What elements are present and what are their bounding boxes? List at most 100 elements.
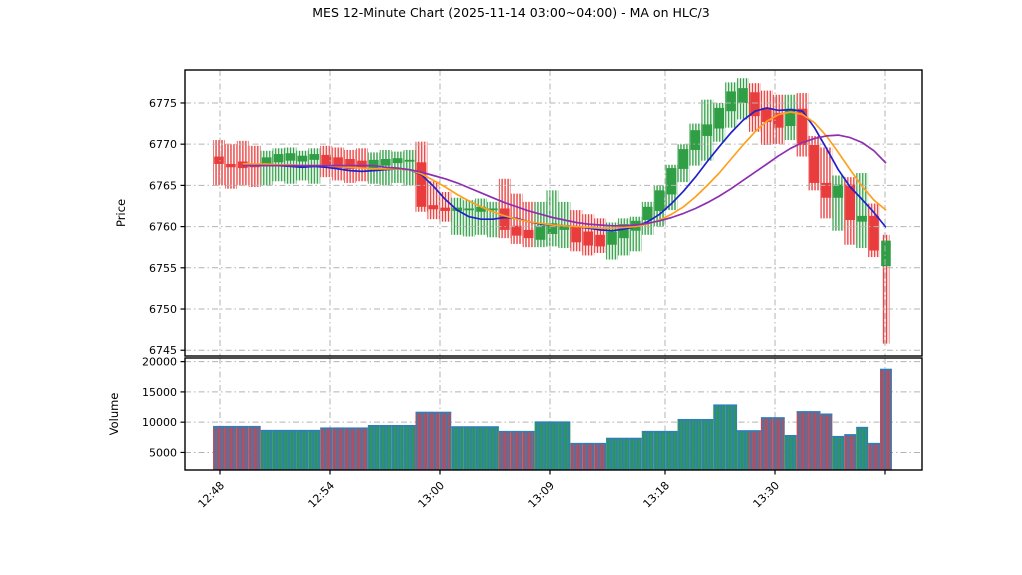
price-tick-label: 6775 bbox=[149, 97, 177, 110]
candle-body bbox=[869, 215, 879, 251]
candle-body bbox=[642, 206, 653, 221]
price-tick-label: 6750 bbox=[149, 303, 177, 316]
candle-body bbox=[833, 184, 844, 198]
volume-bar bbox=[391, 425, 404, 470]
candle-body bbox=[476, 206, 486, 212]
candle-wick bbox=[439, 191, 452, 222]
candle-wick bbox=[451, 197, 464, 235]
candle-body bbox=[595, 234, 605, 247]
volume-bar bbox=[665, 431, 678, 470]
axes-frame bbox=[184, 69, 923, 471]
volume-bar bbox=[582, 443, 595, 470]
candle-body bbox=[797, 108, 808, 146]
candle-body bbox=[357, 160, 367, 169]
volume-bar bbox=[475, 427, 487, 470]
volume-bar bbox=[498, 431, 511, 470]
volume-bar bbox=[296, 430, 309, 470]
volume-bar bbox=[415, 412, 428, 470]
ma-lines bbox=[242, 107, 887, 232]
time-tick-label: 13:00 bbox=[416, 479, 448, 511]
candle-body bbox=[702, 124, 713, 136]
price-tick-label: 6745 bbox=[149, 344, 177, 357]
volume-bar bbox=[629, 438, 642, 470]
candle-wick bbox=[522, 201, 535, 248]
candle-body bbox=[881, 240, 891, 267]
volume-bar bbox=[510, 431, 523, 470]
candle-body bbox=[535, 225, 546, 240]
volume-bar bbox=[689, 419, 702, 470]
candle-body bbox=[785, 108, 796, 127]
volume-bar bbox=[546, 422, 559, 470]
ma-line bbox=[242, 134, 887, 227]
volume-bar bbox=[784, 435, 797, 470]
volume-bar bbox=[248, 426, 261, 470]
volume-bar bbox=[463, 427, 476, 470]
candle-body bbox=[738, 88, 748, 103]
volume-bar bbox=[224, 426, 237, 470]
candle-body bbox=[845, 184, 856, 221]
candle-body bbox=[857, 215, 867, 222]
volume-bar bbox=[213, 426, 225, 470]
price-panel-frame bbox=[184, 69, 923, 357]
candle-body bbox=[404, 159, 415, 162]
candle-body bbox=[464, 208, 474, 211]
volume-bar bbox=[284, 430, 297, 470]
volume-bar bbox=[677, 419, 690, 470]
candle-body bbox=[273, 154, 284, 163]
time-tick-label: 13:18 bbox=[641, 479, 673, 511]
volume-bar bbox=[653, 431, 666, 470]
volume-bar bbox=[594, 443, 607, 470]
volume-bar bbox=[344, 428, 356, 470]
volume-bar bbox=[355, 428, 368, 470]
price-tick-label: 6770 bbox=[149, 138, 177, 151]
candle-body bbox=[666, 168, 677, 195]
volume-bar bbox=[772, 417, 785, 470]
volume-bar bbox=[320, 428, 333, 470]
volume-bar bbox=[868, 443, 881, 470]
candle-body bbox=[309, 154, 320, 160]
volume-bar bbox=[606, 438, 618, 470]
candle-wick bbox=[260, 150, 273, 186]
candle-body bbox=[750, 92, 760, 117]
volume-bar bbox=[808, 411, 821, 470]
candle-body bbox=[261, 157, 272, 167]
volume-bar bbox=[236, 426, 249, 470]
tick-marks bbox=[180, 102, 886, 475]
candle-body bbox=[333, 157, 343, 169]
candle-body bbox=[416, 162, 427, 207]
time-tick-label: 12:54 bbox=[306, 479, 338, 511]
volume-bar bbox=[820, 414, 833, 470]
price-tick-label: 6765 bbox=[149, 179, 177, 192]
volume-bar bbox=[379, 425, 392, 470]
candle-body bbox=[321, 154, 331, 167]
candle-body bbox=[809, 145, 820, 183]
candle-body bbox=[345, 159, 355, 169]
candle-body bbox=[583, 231, 594, 246]
candle-wick bbox=[856, 173, 869, 249]
chart-title: MES 12-Minute Chart (2025-11-14 03:00~04… bbox=[312, 5, 709, 20]
volume-bar bbox=[760, 417, 773, 470]
candle-body bbox=[488, 208, 498, 211]
candle-body bbox=[654, 190, 665, 211]
candle-wick bbox=[475, 198, 487, 235]
candle-body bbox=[511, 225, 522, 236]
time-tick-label: 13:30 bbox=[751, 479, 783, 511]
volume-tick-label: 20000 bbox=[142, 356, 177, 369]
volume-axis-label: Volume bbox=[107, 393, 121, 436]
candle-body bbox=[726, 91, 736, 112]
candle-wick bbox=[403, 149, 416, 186]
candle-body bbox=[559, 224, 570, 230]
candle-body bbox=[392, 158, 403, 164]
volume-bar bbox=[272, 430, 285, 470]
volume-bar bbox=[486, 427, 499, 470]
volume-bar bbox=[832, 436, 845, 470]
volume-tick-label: 15000 bbox=[142, 386, 177, 399]
candle-wick bbox=[882, 234, 890, 344]
volume-bar bbox=[403, 425, 416, 470]
candle-body bbox=[440, 207, 451, 211]
candle-body bbox=[297, 155, 308, 162]
candle-body bbox=[571, 226, 582, 243]
candle-wick bbox=[629, 216, 642, 252]
